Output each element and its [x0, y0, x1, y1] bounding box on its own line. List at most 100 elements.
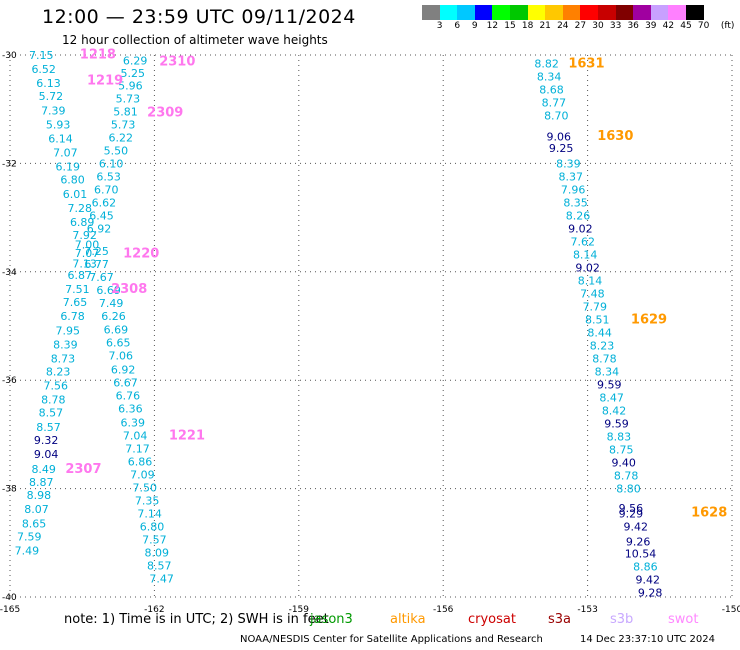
wave-height-label: 6.52 [31, 63, 56, 76]
wave-height-label: 6.10 [99, 157, 124, 170]
wave-height-label: 5.96 [118, 79, 143, 92]
wave-height-label: 7.92 [72, 229, 97, 242]
wave-height-label: 8.86 [633, 561, 658, 574]
grid-lines [9, 54, 733, 598]
wave-height-label: 7.47 [149, 573, 174, 586]
lon-tick-label: -165 [0, 605, 20, 615]
color-scale-label: 24 [557, 21, 569, 31]
pass-number: 2307 [65, 462, 101, 477]
pass-number: 1630 [597, 129, 633, 144]
color-scale-label: 42 [662, 21, 675, 31]
wave-height-label: 6.65 [106, 336, 131, 349]
wave-height-label: 8.83 [607, 431, 632, 444]
pass-number: 1221 [169, 428, 205, 443]
wave-height-label: 8.34 [595, 366, 620, 379]
color-scale-bar [422, 5, 704, 20]
wave-height-label: 9.42 [623, 521, 648, 534]
color-swatch [545, 5, 563, 20]
color-swatch [650, 5, 669, 20]
wave-height-label: 8.47 [599, 392, 624, 405]
pass-number: 2308 [111, 282, 147, 297]
footer-timestamp: 14 Dec 23:37:10 UTC 2024 [580, 634, 715, 645]
wave-height-label: 8.57 [39, 407, 64, 420]
wave-height-label: 7.14 [137, 508, 162, 521]
wave-height-label: 6.92 [87, 222, 112, 235]
wave-height-label: 6.76 [116, 389, 141, 402]
color-swatch [509, 5, 528, 20]
color-swatch [422, 5, 440, 20]
pass-number: 1628 [691, 505, 727, 520]
wave-height-label: 8.26 [566, 209, 591, 222]
color-swatch [685, 5, 704, 20]
wave-height-label: 7.35 [135, 495, 160, 508]
color-swatch [457, 5, 475, 20]
wave-height-label: 8.39 [556, 157, 581, 170]
wave-height-label: 8.98 [27, 489, 52, 502]
wave-height-label: 6.26 [101, 310, 126, 323]
legend-altika: altika [390, 612, 426, 627]
wave-height-label: 9.59 [604, 418, 629, 431]
wave-height-label: 9.59 [597, 379, 622, 392]
wave-height-label: 6.36 [118, 402, 143, 415]
pass-number: 1220 [123, 246, 159, 261]
lat-tick-label: -34 [2, 268, 17, 278]
wave-height-label: 5.72 [39, 90, 64, 103]
wave-height-label: 7.56 [43, 380, 68, 393]
lat-tick-label: -36 [2, 376, 17, 386]
pass-number: 1219 [87, 73, 123, 88]
wave-height-label: 8.68 [539, 84, 564, 97]
legend-swot: swot [668, 612, 699, 627]
wave-height-label: 5.50 [104, 144, 129, 157]
color-swatch [615, 5, 634, 20]
wave-height-label: 6.22 [108, 131, 133, 144]
wave-height-label: 8.80 [616, 483, 641, 496]
wave-height-label: 8.14 [573, 248, 598, 261]
wave-height-label: 6.53 [96, 170, 121, 183]
color-scale-label: 18 [521, 21, 534, 31]
lon-tick-label: -153 [577, 605, 597, 615]
color-scale-label: 15 [504, 21, 516, 31]
color-swatch [633, 5, 651, 20]
wave-height-label: 7.49 [99, 297, 124, 310]
wave-height-label: 7.09 [130, 469, 155, 482]
wave-height-label: 6.14 [48, 132, 73, 145]
wave-height-label: 9.40 [611, 457, 636, 470]
lon-tick-label: -150 [722, 605, 740, 615]
wave-height-label: 8.44 [587, 327, 612, 340]
pass-number: 2310 [159, 54, 195, 69]
wave-height-label: 8.14 [578, 274, 603, 287]
wave-height-label: 6.77 [84, 258, 109, 271]
footer-note: note: 1) Time is in UTC; 2) SWH is in fe… [64, 612, 329, 627]
wave-height-label: 5.73 [111, 118, 136, 131]
wave-height-label: 6.92 [111, 363, 136, 376]
lat-tick-label: -30 [2, 51, 17, 61]
pass-number: 1629 [631, 312, 667, 327]
lat-tick-label: -38 [2, 485, 17, 495]
lon-tick-label: -162 [144, 605, 164, 615]
legend-cryosat: cryosat [468, 612, 516, 627]
legend-jason3: jason3 [310, 612, 353, 627]
wave-height-label: 8.77 [542, 97, 567, 110]
wave-height-label: 7.28 [68, 202, 93, 215]
wave-height-label: 7.51 [65, 283, 90, 296]
wave-height-label: 9.32 [34, 434, 59, 447]
wave-height-label: 8.78 [592, 353, 617, 366]
wave-height-label: 7.13 [72, 258, 97, 271]
wave-height-label: 8.49 [31, 463, 56, 476]
wave-height-label: 8.57 [147, 560, 172, 573]
wave-height-label: 6.89 [70, 216, 95, 229]
wave-height-label: 6.67 [113, 376, 138, 389]
wave-height-label: 7.59 [17, 530, 42, 543]
color-swatch [580, 5, 598, 20]
lon-tick-label: -159 [289, 605, 310, 615]
wave-height-label: 9.06 [546, 130, 571, 143]
wave-height-label: 9.02 [568, 222, 593, 235]
wave-height-label: 6.80 [60, 174, 85, 187]
wave-height-label: 7.15 [29, 49, 54, 62]
wave-height-label: 6.70 [94, 183, 119, 196]
wave-height-label: 7.48 [580, 287, 605, 300]
wave-height-label: 7.06 [108, 349, 133, 362]
color-scale-label: 6 [454, 21, 461, 31]
color-swatch [668, 5, 686, 20]
